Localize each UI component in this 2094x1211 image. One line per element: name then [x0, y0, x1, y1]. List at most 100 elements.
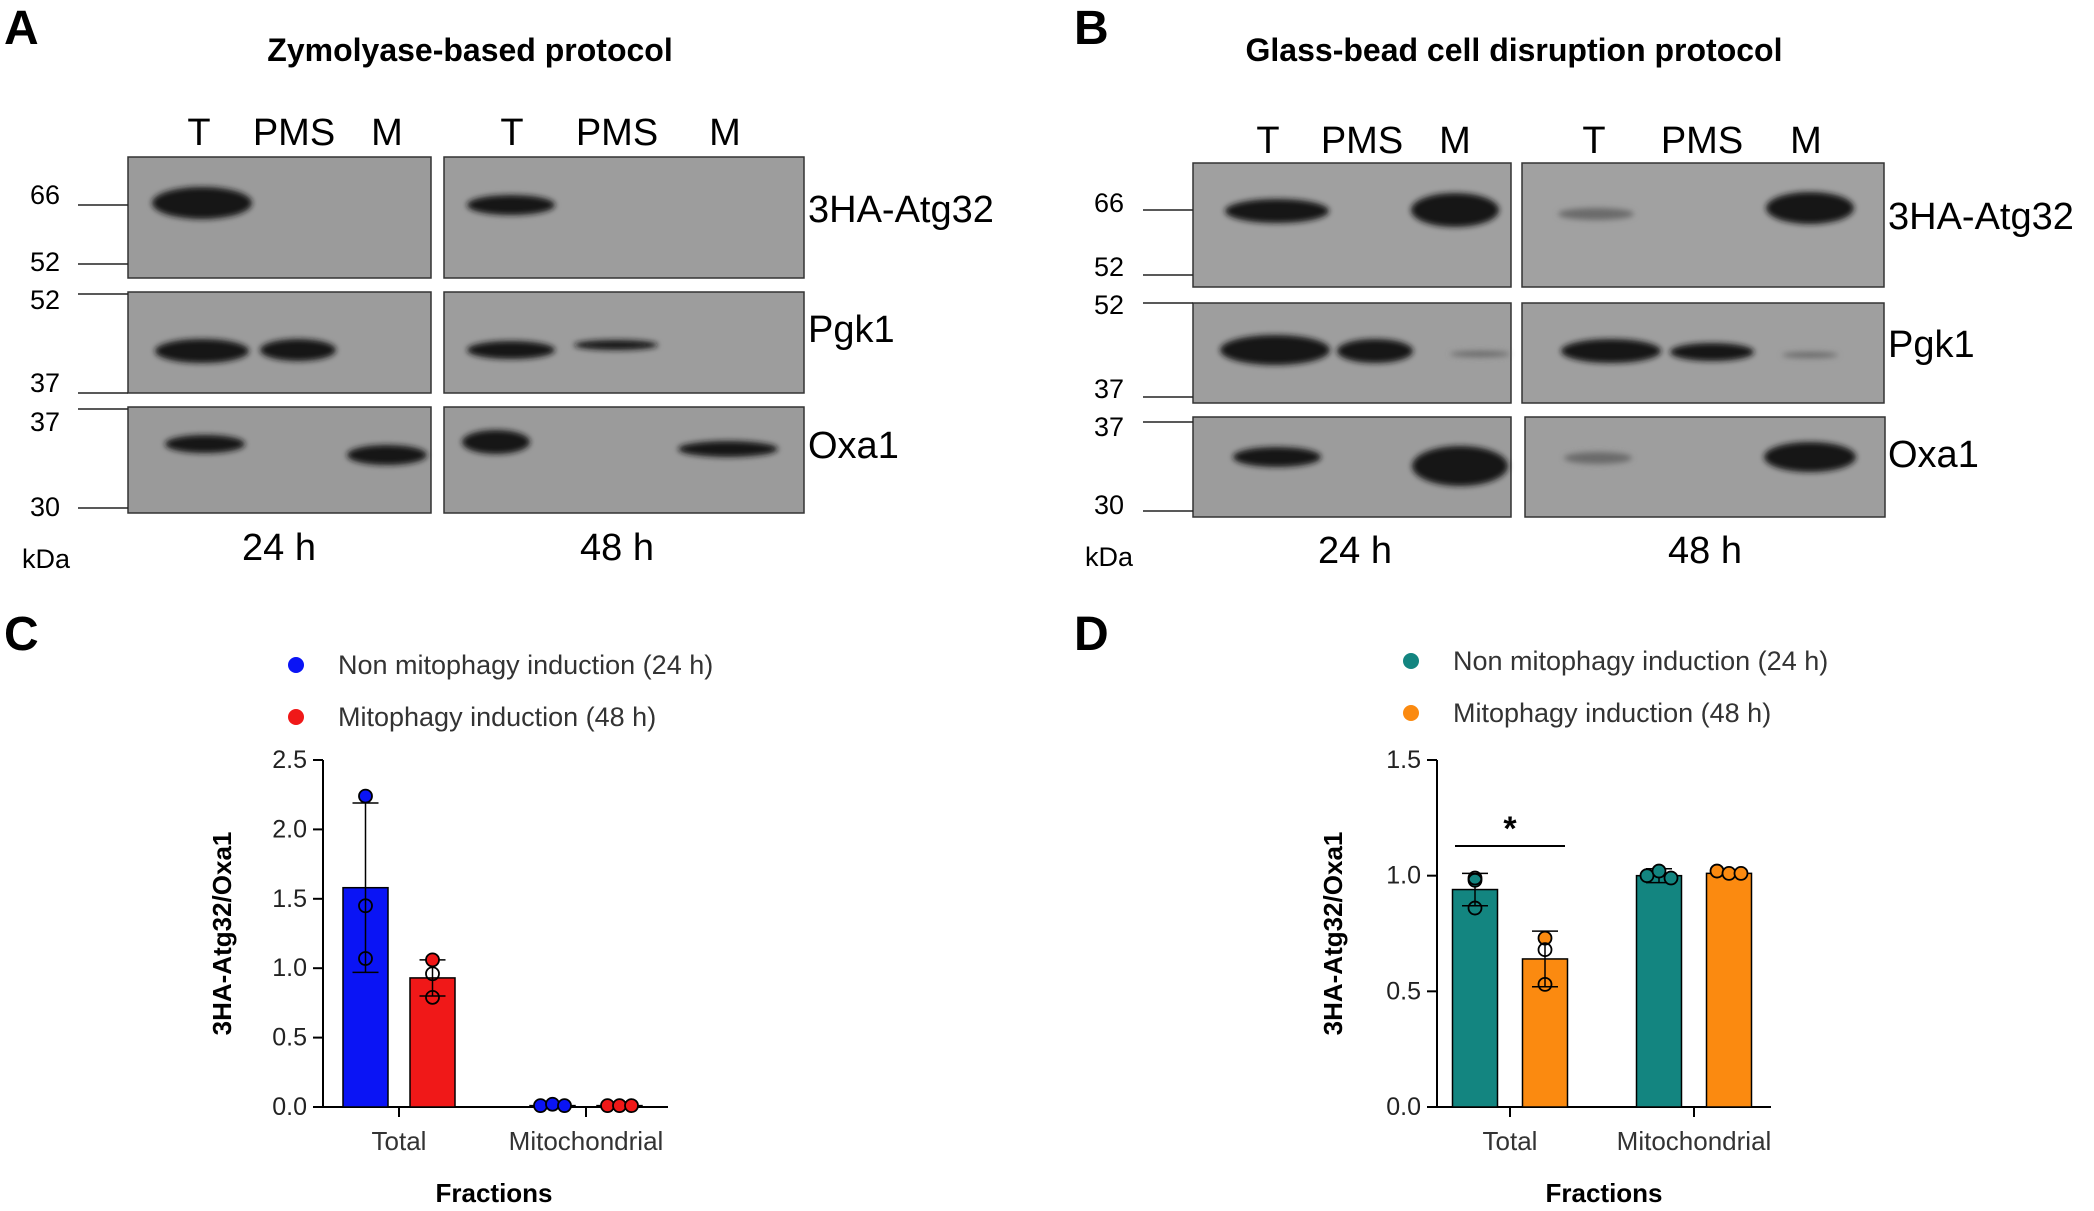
- point-d-2-1-2: [1733, 865, 1749, 881]
- mw-marker-a-37: 37: [30, 368, 60, 398]
- band-a-48h-pms-pgk1: [574, 340, 658, 350]
- panel-c-letter: C: [4, 608, 39, 661]
- band-b-48h-pms-pgk1: [1670, 343, 1754, 361]
- band-a-48h-t-pgk1: [467, 341, 555, 359]
- band-b-24h-m-atg32: [1411, 193, 1499, 227]
- point-c-2-0-0: [425, 952, 440, 968]
- band-b-48h-t-atg32: [1558, 208, 1634, 220]
- point-d-2-0-1: [1537, 942, 1553, 958]
- band-a-24h-t-oxa1: [165, 435, 245, 453]
- band-a-24h-m-oxa1: [347, 445, 427, 465]
- panel-a: A Zymolyase-based protocol T PMS M T PMS…: [4, 2, 994, 574]
- band-b-24h-t-pgk1: [1220, 335, 1330, 365]
- y-tick-label-d-1: 0.5: [1386, 977, 1421, 1005]
- x-tick-label-d-1: Mitochondrial: [1617, 1126, 1772, 1156]
- lane-label-b-24h-m: M: [1439, 120, 1471, 162]
- mw-marker-a-52: 52: [30, 247, 60, 277]
- blot-a-48h-atg32: [443, 156, 805, 279]
- kda-label-b: kDa: [1085, 542, 1134, 572]
- lane-label-a-48h-m: M: [709, 112, 741, 154]
- mw-marker-b-30: 30: [1094, 490, 1124, 520]
- y-tick-label-c-2: 1.0: [272, 954, 307, 982]
- panel-d-letter: D: [1074, 608, 1109, 661]
- mw-marker-a-66: 66: [30, 180, 60, 210]
- x-tick-label-c-0: Total: [372, 1126, 427, 1156]
- y-axis-title-c: 3HA-Atg32/Oxa1: [207, 832, 237, 1036]
- protein-label-a-atg32: 3HA-Atg32: [808, 189, 994, 231]
- legend-marker-c-1: [288, 657, 304, 673]
- lane-label-b-24h-t: T: [1256, 120, 1279, 162]
- lane-label-a-24h-t: T: [187, 112, 210, 154]
- y-tick-label-c-4: 2.0: [272, 815, 307, 843]
- lane-label-b-48h-pms: PMS: [1661, 120, 1743, 162]
- panel-b-title: Glass-bead cell disruption protocol: [1246, 32, 1783, 68]
- legend-label-c-2: Mitophagy induction (48 h): [338, 702, 656, 732]
- band-b-48h-t-pgk1: [1561, 339, 1661, 363]
- band-b-24h-m-oxa1: [1412, 446, 1508, 486]
- band-a-48h-t-oxa1: [462, 430, 530, 454]
- lane-label-a-48h-pms: PMS: [576, 112, 658, 154]
- protein-label-b-pgk1: Pgk1: [1888, 324, 1975, 366]
- mw-marker-b-52: 52: [1094, 252, 1124, 282]
- protein-label-a-oxa1: Oxa1: [808, 425, 899, 467]
- point-d-1-1-1: [1651, 863, 1667, 879]
- blot-b-48h-atg32: [1521, 162, 1885, 288]
- mw-marker-b-37b: 37: [1094, 412, 1124, 442]
- bar-d-1-1: [1635, 874, 1683, 1108]
- point-d-2-0-2: [1537, 976, 1553, 992]
- band-a-48h-m-oxa1: [678, 441, 778, 457]
- band-a-24h-t-pgk1: [155, 339, 249, 363]
- lane-label-b-48h-t: T: [1582, 120, 1605, 162]
- point-c-2-1-2: [624, 1098, 639, 1114]
- mw-ticks-b: [1143, 209, 1193, 512]
- point-d-2-1-0: [1709, 863, 1725, 879]
- bar-c-1-0: [342, 886, 389, 1108]
- y-tick-label-c-0: 0.0: [272, 1093, 307, 1121]
- lane-label-a-48h-t: T: [500, 112, 523, 154]
- band-b-24h-m-pgk1: [1450, 351, 1510, 357]
- bar-d-2-1: [1705, 872, 1753, 1108]
- point-c-1-1-0: [533, 1098, 548, 1114]
- legend-marker-d-2: [1403, 705, 1419, 721]
- point-c-1-1-2: [557, 1098, 572, 1114]
- band-b-48h-t-oxa1: [1564, 452, 1632, 464]
- point-d-1-1-0: [1639, 868, 1655, 884]
- x-axis-title-d: Fractions: [1545, 1178, 1662, 1206]
- lane-label-b-24h-pms: PMS: [1321, 120, 1403, 162]
- mw-marker-b-66: 66: [1094, 188, 1124, 218]
- band-a-24h-t-atg32: [152, 187, 252, 219]
- point-c-1-1-1: [545, 1096, 560, 1112]
- point-c-2-1-0: [600, 1098, 615, 1114]
- time-label-b-48h: 48 h: [1668, 530, 1742, 572]
- y-axis-title-d: 3HA-Atg32/Oxa1: [1318, 832, 1348, 1036]
- blot-a-48h-oxa1: [443, 406, 805, 514]
- legend-label-d-1: Non mitophagy induction (24 h): [1453, 646, 1828, 676]
- bar-chart-c: Non mitophagy induction (24 h) Mitophagy …: [207, 650, 713, 1208]
- band-b-24h-t-atg32: [1225, 199, 1329, 223]
- x-tick-label-c-1: Mitochondrial: [509, 1126, 664, 1156]
- y-tick-label-d-0: 0.0: [1386, 1093, 1421, 1121]
- point-c-1-0-2: [358, 951, 373, 966]
- band-b-48h-m-pgk1: [1782, 352, 1838, 358]
- point-c-2-0-2: [425, 989, 440, 1005]
- blot-a-24h-atg32: [127, 156, 432, 279]
- y-tick-label-d-2: 1.0: [1386, 862, 1421, 890]
- bar-chart-d: Non mitophagy induction (24 h) Mitophagy …: [1318, 646, 1828, 1208]
- x-axis-title-c: Fractions: [435, 1178, 552, 1206]
- protein-label-b-oxa1: Oxa1: [1888, 434, 1979, 476]
- point-d-1-1-2: [1663, 870, 1679, 886]
- band-a-24h-pms-pgk1: [260, 339, 336, 361]
- point-c-1-0-0: [358, 788, 373, 804]
- legend-marker-c-2: [288, 709, 304, 725]
- time-label-a-24h: 24 h: [242, 527, 316, 569]
- point-d-1-0-2: [1467, 900, 1483, 916]
- time-label-b-24h: 24 h: [1318, 530, 1392, 572]
- mw-marker-b-37: 37: [1094, 374, 1124, 404]
- point-d-2-0-0: [1537, 930, 1553, 946]
- y-tick-label-c-1: 0.5: [272, 1024, 307, 1052]
- band-b-48h-m-oxa1: [1764, 442, 1856, 472]
- panel-a-letter: A: [4, 2, 39, 55]
- bar-d-1-0: [1451, 888, 1499, 1108]
- band-b-48h-m-atg32: [1766, 192, 1854, 224]
- lane-label-a-24h-m: M: [371, 112, 403, 154]
